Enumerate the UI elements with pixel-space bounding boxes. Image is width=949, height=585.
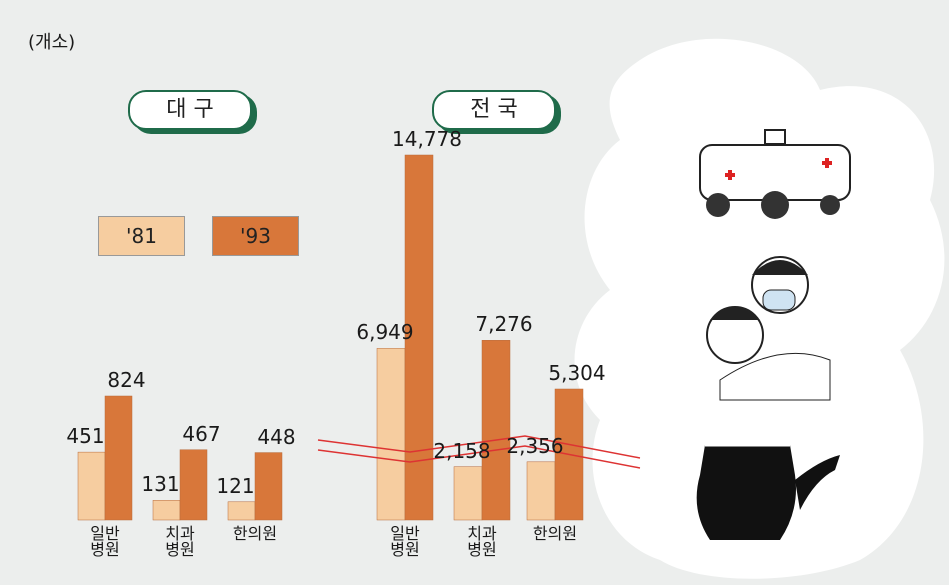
- data-label: 121: [216, 476, 254, 496]
- bar: [105, 396, 132, 520]
- bar: [377, 348, 405, 520]
- chart: [0, 0, 949, 585]
- data-label: 5,304: [548, 363, 605, 383]
- data-label: 467: [182, 424, 220, 444]
- x-tick-label: 한의원: [225, 526, 285, 542]
- bar: [228, 502, 255, 520]
- chart-title: 전 국: [432, 90, 556, 130]
- data-label: 131: [141, 474, 179, 494]
- bar: [180, 450, 207, 520]
- x-tick-label: 일반 병원: [75, 526, 135, 558]
- x-tick-label: 치과 병원: [452, 526, 512, 558]
- bar: [78, 452, 105, 520]
- bar: [153, 500, 180, 520]
- data-label: 6,949: [356, 322, 413, 342]
- bar: [255, 453, 282, 520]
- data-label: 2,356: [506, 436, 563, 456]
- data-label: 14,778: [392, 129, 462, 149]
- infographic: (개소) 대 구일반 병원 451 824 치과 병원 131 467 한의원 121 448 전…: [0, 0, 949, 585]
- bar: [454, 467, 482, 520]
- legend-entry: '93: [212, 216, 299, 256]
- bar: [482, 340, 510, 520]
- chart-title: 대 구: [128, 90, 252, 130]
- legend-entry: '81: [98, 216, 185, 256]
- data-label: 824: [107, 370, 145, 390]
- unit-label: (개소): [28, 34, 75, 52]
- data-label: 7,276: [475, 314, 532, 334]
- bar: [527, 462, 555, 520]
- x-tick-label: 한의원: [525, 526, 585, 542]
- x-tick-label: 일반 병원: [375, 526, 435, 558]
- data-label: 2,158: [433, 441, 490, 461]
- data-label: 448: [257, 427, 295, 447]
- data-label: 451: [66, 426, 104, 446]
- x-tick-label: 치과 병원: [150, 526, 210, 558]
